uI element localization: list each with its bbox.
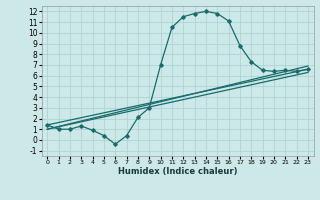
X-axis label: Humidex (Indice chaleur): Humidex (Indice chaleur) (118, 167, 237, 176)
